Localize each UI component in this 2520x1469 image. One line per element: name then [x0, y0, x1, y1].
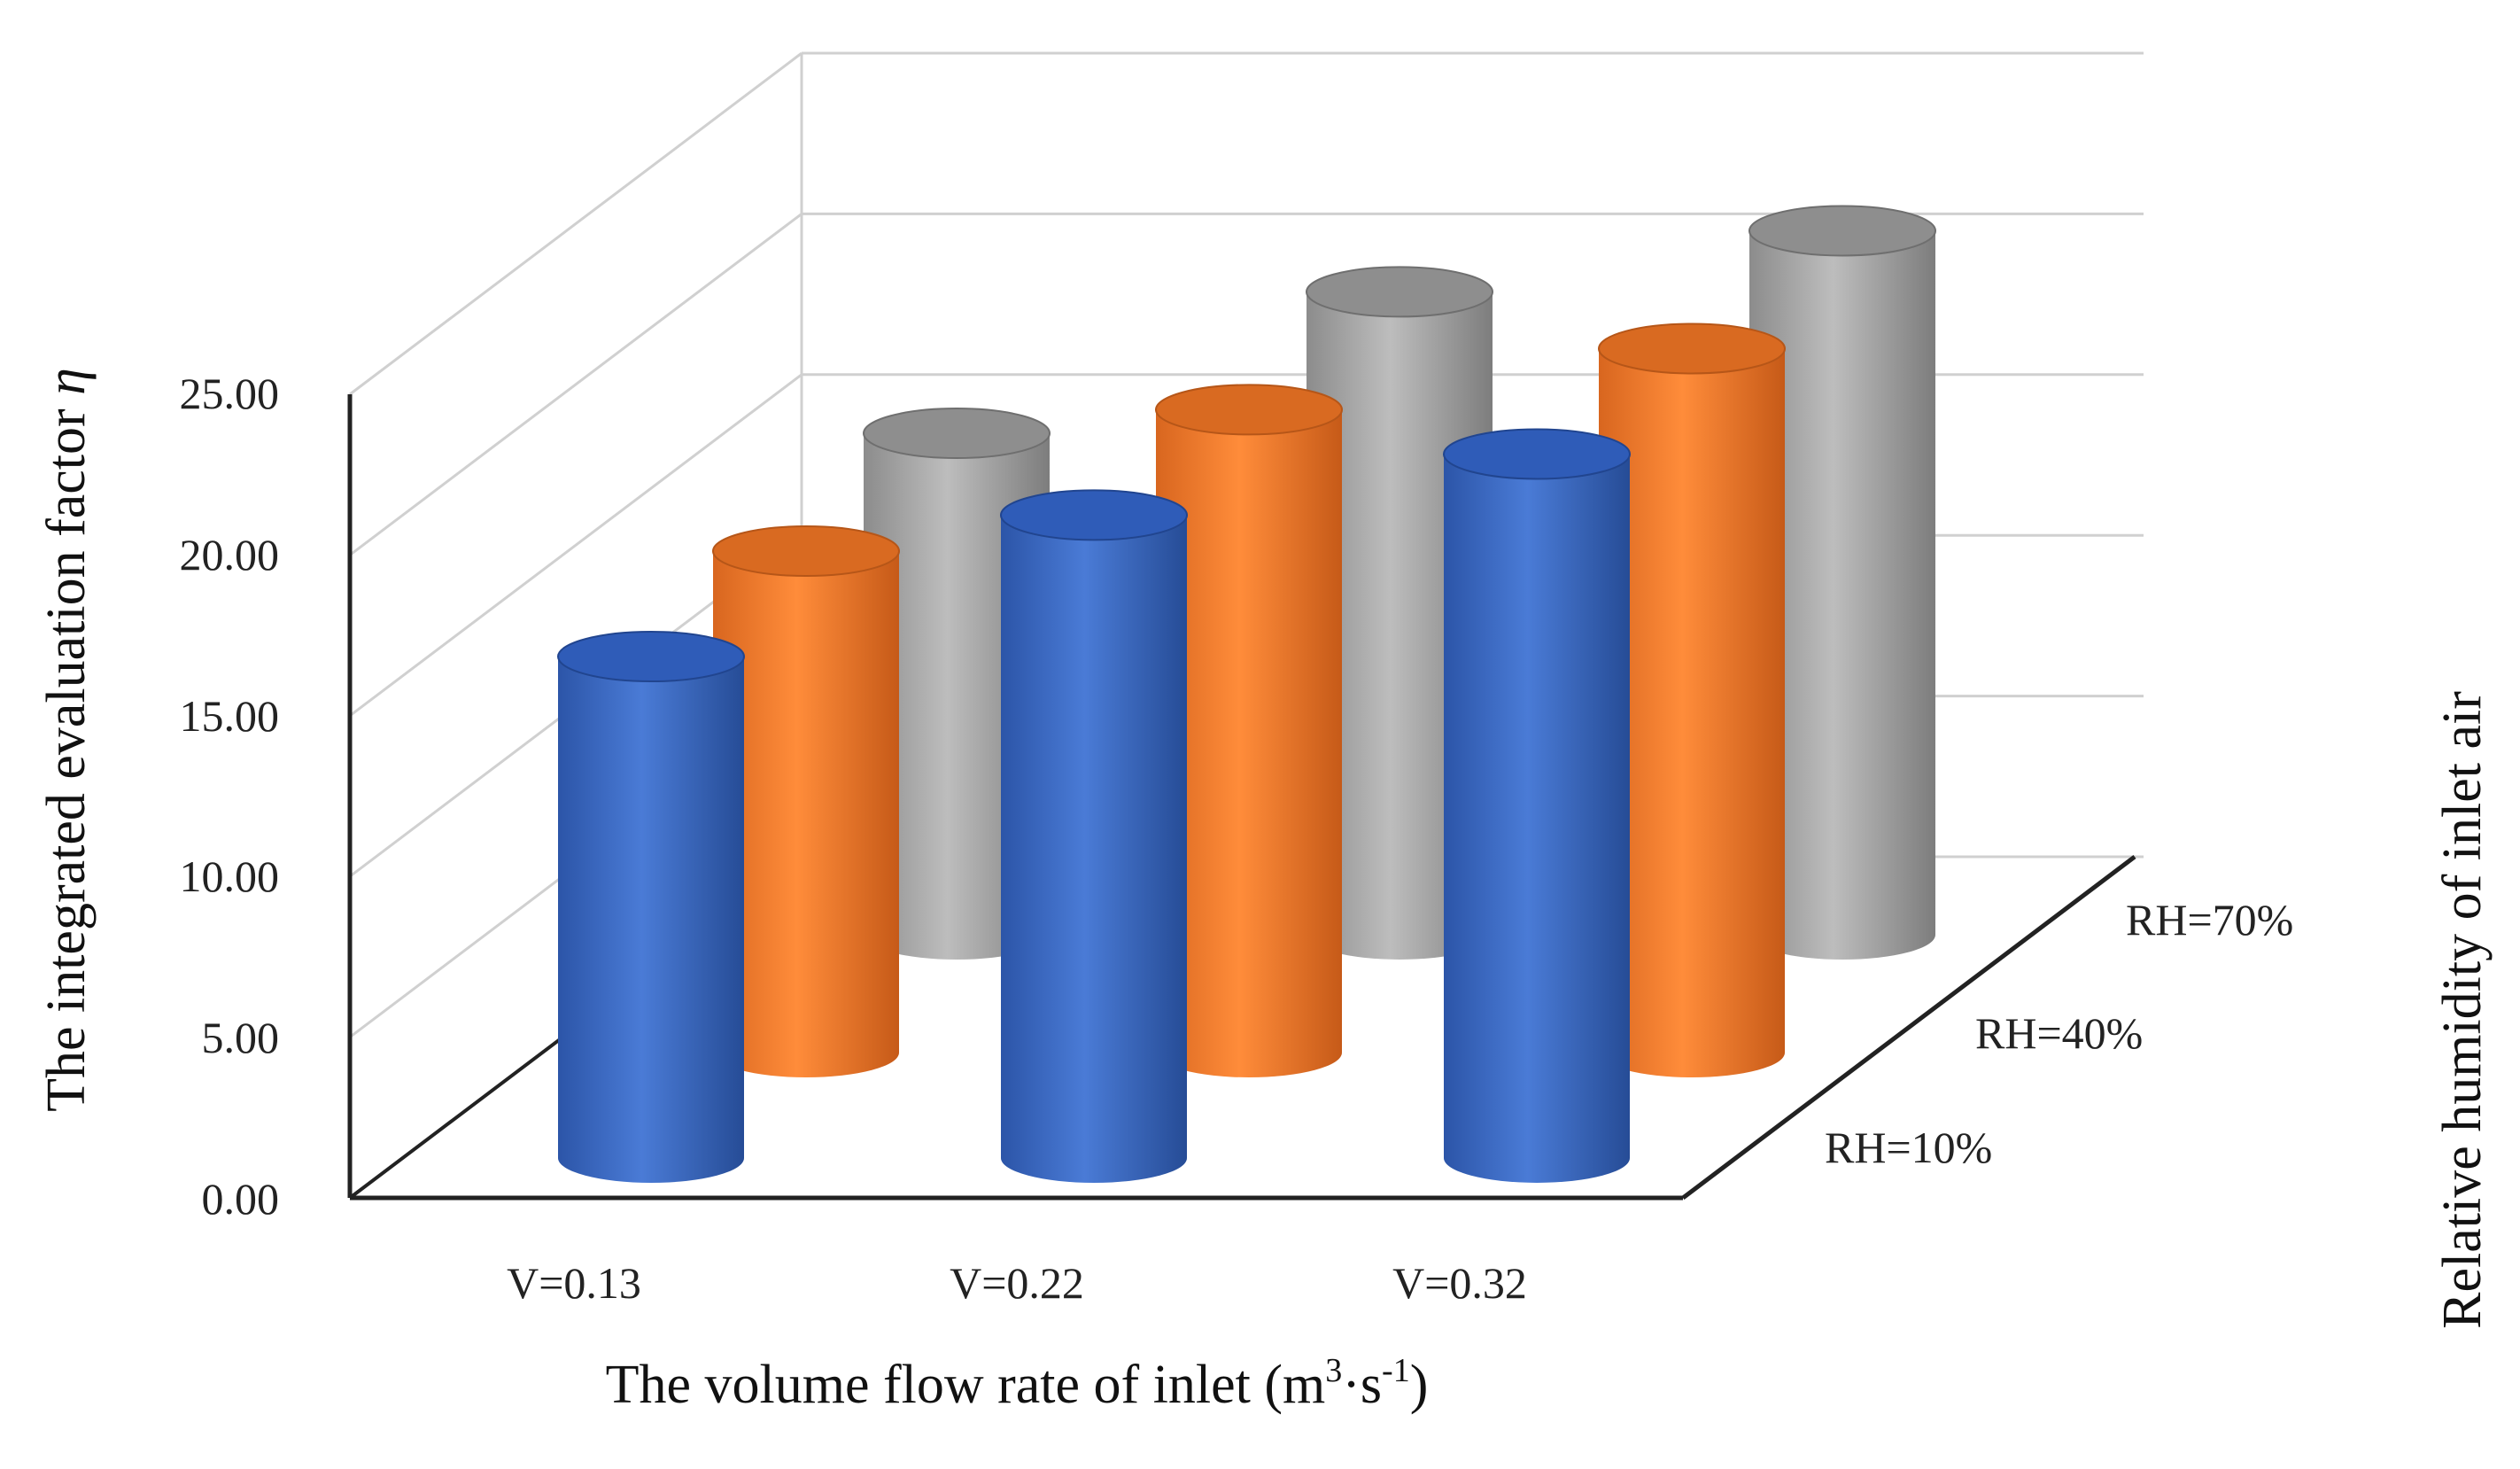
bar-body — [1444, 454, 1630, 1183]
x-tick-label: V=0.32 — [1392, 1258, 1527, 1308]
bar-top — [863, 408, 1051, 460]
bar-RH=40%-V=0.32 — [1598, 323, 1786, 1077]
x-tick-label: V=0.13 — [507, 1258, 641, 1308]
y-axis-title: The integrated evaluation factor η — [36, 368, 97, 1112]
bar-body — [1156, 409, 1342, 1077]
bar-top — [1443, 428, 1631, 480]
grid-line — [349, 213, 803, 556]
x-axis-title-mid: ·s — [1342, 1355, 1382, 1415]
bar-body — [1001, 515, 1187, 1183]
bar-top — [712, 525, 900, 578]
y-axis-title-main: The integrated evaluation factor — [36, 395, 97, 1112]
bar-RH=40%-V=0.22 — [1155, 384, 1343, 1077]
bar-RH=10%-V=0.13 — [557, 631, 745, 1183]
bar-body — [1599, 348, 1785, 1077]
bar-body — [558, 657, 744, 1183]
bar-top — [1306, 266, 1493, 318]
x-axis-title: The volume flow rate of inlet (m3·s-1) — [606, 1352, 1429, 1415]
bar-top — [1748, 205, 1936, 257]
axes — [347, 394, 2136, 1201]
bar-top — [1155, 384, 1343, 436]
bar-top — [1598, 323, 1786, 375]
y-tick-labels: 0.00 5.00 10.00 15.00 20.00 25.00 — [180, 369, 280, 1224]
x-tick-labels: V=0.13 V=0.22 V=0.32 — [507, 1258, 1527, 1308]
y-tick-label: 20.00 — [180, 530, 280, 579]
bar-body — [713, 551, 899, 1077]
depth-tick-label: RH=40% — [1975, 1008, 2143, 1058]
bars — [557, 205, 1936, 1183]
bar-top — [557, 631, 745, 683]
depth-tick-label: RH=10% — [1825, 1123, 1992, 1172]
depth-tick-labels: RH=10% RH=40% RH=70% — [1825, 895, 2293, 1172]
bar-body — [1749, 230, 1935, 960]
y-tick-label: 0.00 — [202, 1174, 280, 1224]
bar-RH=40%-V=0.13 — [712, 525, 900, 1077]
y-tick-label: 10.00 — [180, 851, 280, 901]
x-axis-title-sup: -1 — [1382, 1352, 1410, 1389]
bar-RH=70%-V=0.32 — [1748, 205, 1936, 960]
y-tick-label: 5.00 — [202, 1013, 280, 1062]
y-axis-title-symbol: η — [36, 368, 97, 395]
bar-RH=10%-V=0.32 — [1443, 428, 1631, 1183]
y-tick-label: 25.00 — [180, 369, 280, 418]
depth-tick-label: RH=70% — [2126, 895, 2293, 944]
x-axis-title-main: The volume flow rate of inlet (m — [606, 1355, 1326, 1415]
y-tick-label: 15.00 — [180, 691, 280, 741]
grid-line — [349, 373, 803, 717]
z-axis-title: Relative humidity of inlet air — [2432, 691, 2493, 1329]
grid-line — [349, 51, 803, 396]
bar-RH=10%-V=0.22 — [1000, 489, 1188, 1183]
x-axis-title-end: ) — [1410, 1355, 1429, 1415]
x-tick-label: V=0.22 — [950, 1258, 1084, 1308]
depth-axis-line — [1681, 855, 2136, 1200]
bar-top — [1000, 489, 1188, 541]
x-axis-title-sup: 3 — [1325, 1352, 1342, 1389]
